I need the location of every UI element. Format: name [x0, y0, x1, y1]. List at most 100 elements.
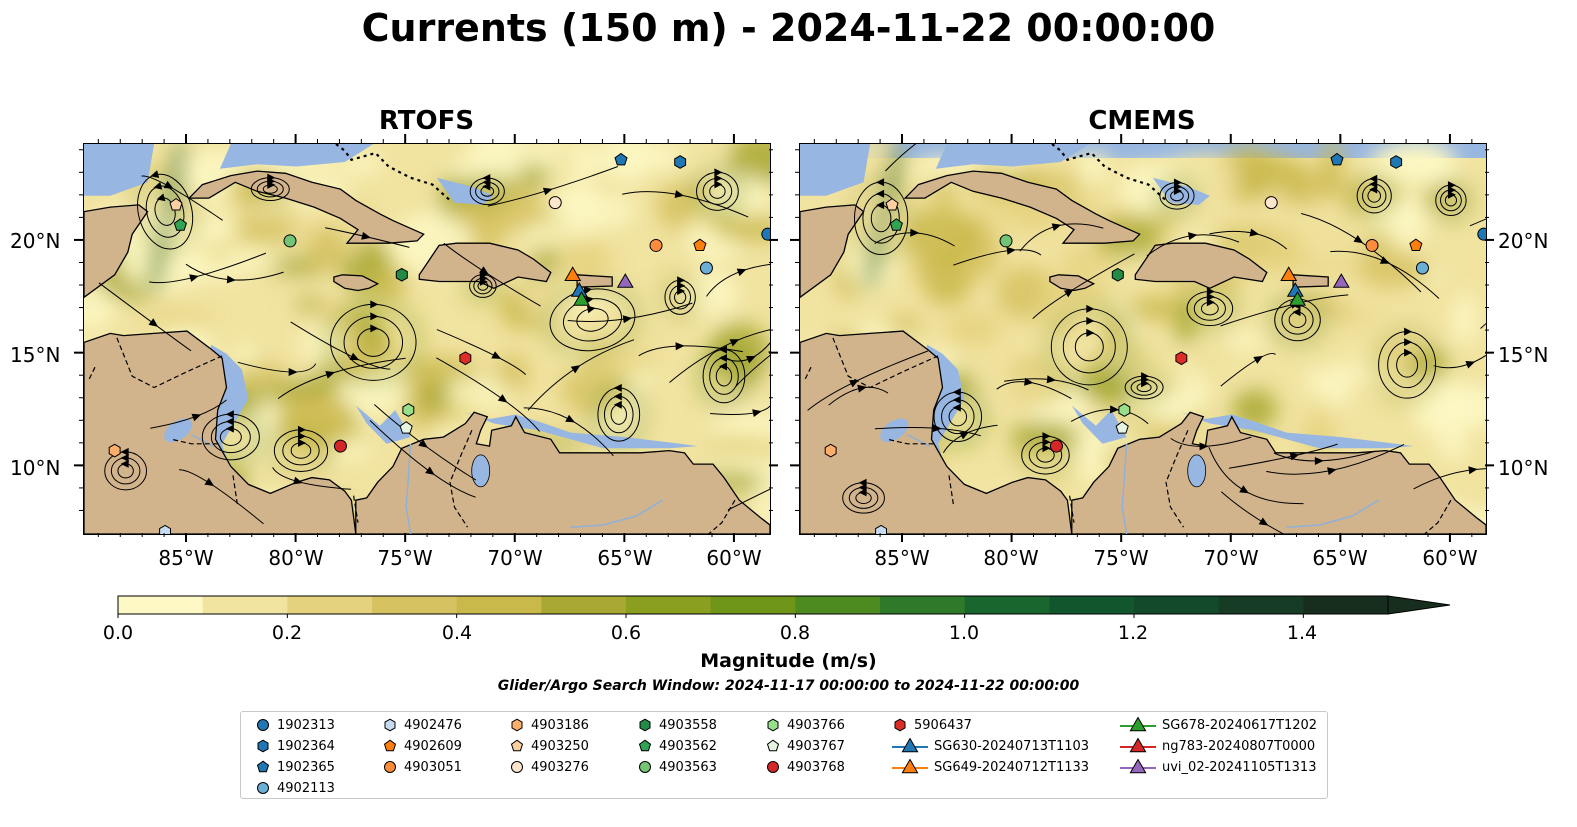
float-4902609-marker[interactable] [693, 238, 707, 251]
float-uvi_02-20241105T1313-marker[interactable] [616, 273, 634, 288]
float-4903250-marker[interactable] [885, 197, 899, 211]
float-4903766-marker[interactable] [1118, 403, 1131, 417]
float-1902365-marker[interactable] [1330, 152, 1344, 166]
float-SG678-20240617T1202-marker[interactable] [1289, 291, 1306, 306]
streamline-arrow [1199, 442, 1209, 451]
river-1 [405, 443, 412, 534]
float-4903767-marker[interactable] [1115, 421, 1129, 434]
country-border-2 [948, 475, 954, 505]
float-1902313-marker[interactable] [761, 227, 770, 241]
lake-maracaibo [1187, 454, 1207, 488]
float-1902365-marker[interactable] [614, 152, 628, 166]
legend-label: 1902313 [277, 717, 335, 733]
puerto-rico-land [1292, 274, 1329, 288]
float-4903563-marker[interactable] [999, 234, 1013, 248]
legend-label: 4903562 [659, 738, 717, 754]
legend-marker-pentagon-icon [766, 739, 780, 752]
streamline-arrow [1051, 223, 1062, 232]
streamline-arrow [1404, 348, 1413, 357]
legend-marker-hexagon-icon [639, 718, 651, 732]
lon-label-cmems-75w: 75°W [1093, 546, 1149, 570]
float-SG649-20240712T1133-marker[interactable] [1280, 266, 1298, 281]
legend-marker-pentagon-icon [638, 739, 652, 752]
float-4903563-marker[interactable] [283, 234, 297, 248]
country-border-4 [449, 430, 473, 528]
legend-pentagon-icon [256, 760, 270, 773]
legend-marker-circle-icon [257, 782, 269, 794]
legend-item-4902476: 4902476 [382, 715, 462, 735]
streamline-arrow [1353, 235, 1364, 244]
colorbar-segment [118, 596, 204, 614]
float-4903768-marker[interactable] [333, 439, 347, 453]
float-4902476-marker[interactable] [159, 524, 171, 534]
streamline-arrow [482, 174, 491, 183]
streamline-arrow [714, 174, 723, 183]
float-4903767-marker[interactable] [399, 421, 413, 434]
float-4903051-marker[interactable] [649, 238, 663, 252]
flow-streamline [1469, 218, 1486, 227]
float-1902313-marker[interactable] [1477, 227, 1486, 241]
float-4902113-marker[interactable] [699, 261, 713, 275]
legend-item-4903768: 4903768 [765, 757, 845, 777]
streamline-arrow [583, 286, 593, 295]
float-4903250-marker[interactable] [169, 197, 183, 211]
float-4903276-marker[interactable] [1264, 196, 1278, 210]
float-5906437-marker[interactable] [1175, 351, 1188, 366]
float-4903186-marker[interactable] [108, 443, 121, 458]
cbar-tick-7: 1.4 [1286, 622, 1318, 644]
puerto-rico-land [576, 274, 613, 288]
shallow-water-mask-0 [84, 144, 155, 196]
rtofs-current-map[interactable] [83, 143, 771, 535]
streamline-arrow [1465, 361, 1476, 369]
streamline-arrow [952, 388, 961, 397]
river-1 [1121, 443, 1128, 534]
legend-marker-circle-icon [511, 761, 523, 773]
float-5906437-marker[interactable] [459, 351, 472, 366]
legend-label: 4903250 [531, 738, 589, 754]
country-border-6 [87, 366, 96, 381]
float-1902364-marker[interactable] [1390, 155, 1403, 169]
colorbar-extend-arrow [1387, 595, 1451, 615]
streamline-arrow [876, 178, 885, 187]
lon-label-rtofs-80w: 80°W [268, 546, 324, 570]
streamline-arrow [418, 439, 428, 448]
float-4902609-marker[interactable] [1409, 238, 1423, 251]
float-4903186-marker[interactable] [824, 443, 837, 458]
streamline-arrow [1468, 466, 1478, 475]
legend-marker-circle-icon [384, 761, 396, 773]
legend-item-4903562: 4903562 [637, 736, 717, 756]
float-1902364-marker[interactable] [674, 155, 687, 169]
colorbar-segment [1218, 596, 1304, 614]
float-SG678-20240617T1202-marker[interactable] [573, 291, 590, 306]
float-SG649-20240712T1133-marker[interactable] [564, 266, 582, 281]
float-4903558-marker[interactable] [395, 267, 408, 282]
streamline-arrow [325, 371, 336, 379]
cuba-land [903, 170, 1141, 244]
streamline-arrow [1314, 457, 1324, 465]
streamline-arrow [1042, 444, 1051, 453]
colorbar-segment [710, 596, 796, 614]
legend-pentagon-icon [383, 739, 397, 752]
float-4903051-marker[interactable] [1365, 238, 1379, 252]
colorbar-outline [117, 595, 1389, 615]
streamline-arrow [1086, 328, 1095, 337]
float-4903766-marker[interactable] [402, 403, 415, 417]
legend-circle-icon [767, 761, 779, 773]
float-4903276-marker[interactable] [548, 196, 562, 210]
cmems-current-map[interactable] [799, 143, 1487, 535]
float-4903558-marker[interactable] [1111, 267, 1124, 282]
streamline-arrow [297, 432, 306, 441]
legend-triangle-icon [1129, 716, 1147, 732]
float-4902113-marker[interactable] [1415, 261, 1429, 275]
legend-marker-circle-icon [639, 761, 651, 773]
float-4902476-marker[interactable] [875, 524, 887, 534]
streamline-arrow [565, 414, 575, 423]
float-4903562-marker[interactable] [173, 218, 187, 231]
float-4903768-marker[interactable] [1049, 439, 1063, 453]
float-4903562-marker[interactable] [889, 218, 903, 231]
streamline-arrow [120, 459, 129, 468]
streamline-arrow [349, 352, 360, 361]
streamline-arrow [120, 447, 129, 456]
streamline-arrow [849, 379, 859, 388]
float-uvi_02-20241105T1313-marker[interactable] [1332, 273, 1350, 288]
